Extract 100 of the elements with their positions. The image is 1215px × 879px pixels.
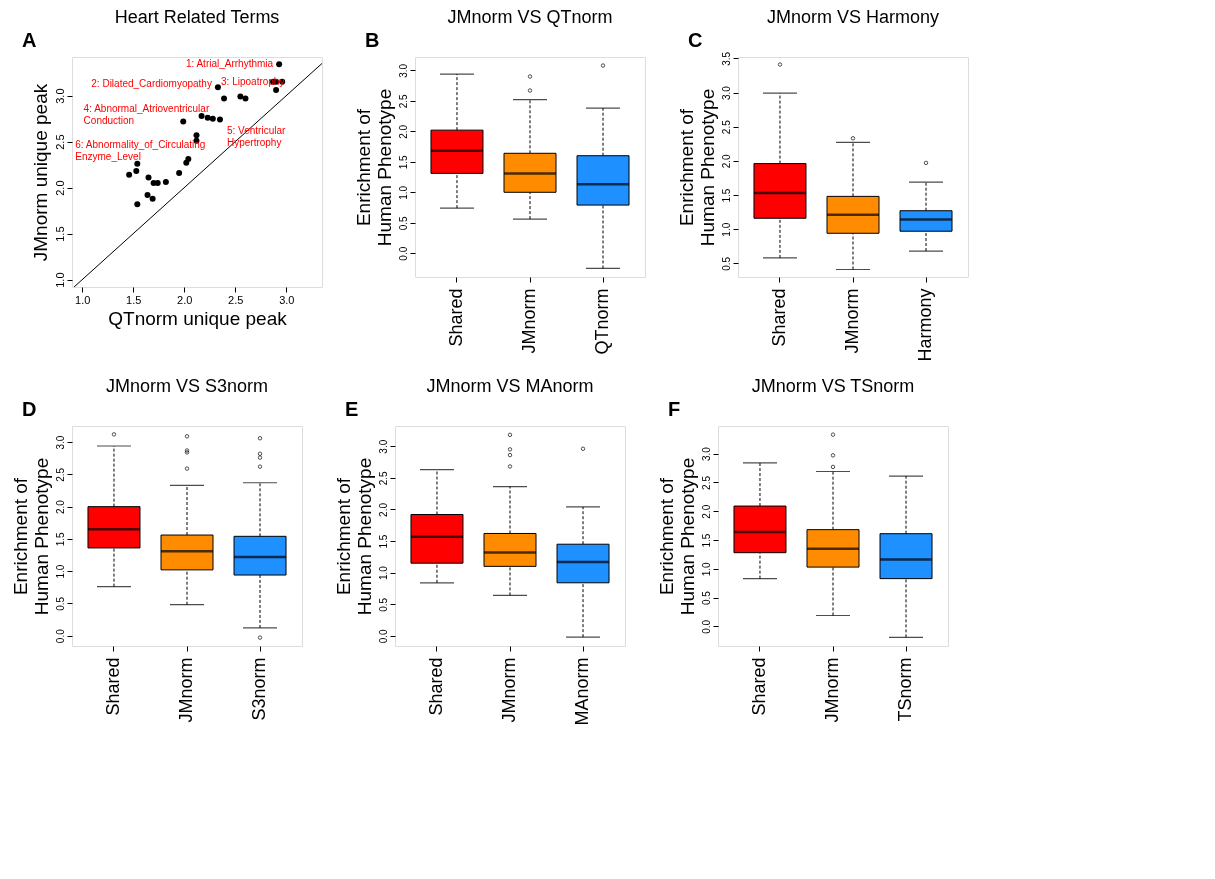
x-tick-label: Harmony <box>915 288 936 362</box>
point <box>154 180 161 187</box>
x-tick-label: S3norm <box>249 657 270 721</box>
point <box>209 115 216 122</box>
x-tick-label: 2.5 <box>228 293 244 306</box>
chart-title: JMnorm VS S3norm <box>105 376 269 396</box>
y-tick-label: 2.5 <box>397 93 409 109</box>
annotation: 1: Atrial_Arrhythmia <box>185 58 274 70</box>
y-axis-title: Enrichment of Human Phenotype <box>352 88 395 247</box>
text: D <box>22 398 37 420</box>
y-tick-label: 0.5 <box>377 597 389 612</box>
x-tick-label: 1.0 <box>75 293 91 306</box>
x-axis-title: QTnorm unique peak <box>108 307 288 329</box>
y-tick-label: 1.0 <box>397 185 409 200</box>
y-axis-title: Enrichment of Human Phenotype <box>655 457 698 616</box>
x-tick-label: JMnorm <box>519 288 539 354</box>
y-tick-label: 2.5 <box>700 475 712 490</box>
x-tick-label: JMnorm <box>499 657 519 723</box>
x-tick-label: JMnorm <box>176 657 196 723</box>
y-tick-label: 2.0 <box>720 153 732 169</box>
x-tick-label: Shared <box>102 657 123 716</box>
point <box>237 93 244 100</box>
y-tick-label: 1.0 <box>720 222 732 237</box>
y-tick-label: 2.5 <box>53 134 66 150</box>
point <box>144 192 151 198</box>
y-tick-label: 3.0 <box>377 439 389 454</box>
y-tick-label: 2.5 <box>720 119 732 135</box>
point <box>126 171 133 178</box>
y-tick-label: 1.5 <box>54 532 66 547</box>
point <box>216 116 223 123</box>
x-tick-label: 3.0 <box>279 293 295 306</box>
y-tick-label: 2.0 <box>54 499 66 515</box>
y-tick-label: 0.5 <box>700 590 712 606</box>
y-tick-label: 0.0 <box>700 619 712 634</box>
x-tick-label: Shared <box>445 288 466 347</box>
chart-title: JMnorm VS Harmony <box>766 7 940 27</box>
annotation: 2: Dilated_Cardiomyopathy <box>91 78 212 90</box>
point <box>133 168 140 175</box>
text: F <box>668 398 681 420</box>
y-axis-title: Enrichment of Human Phenotype <box>332 457 375 616</box>
x-tick-label: MAnorm <box>572 657 593 726</box>
y-tick-label: 1.0 <box>53 272 66 288</box>
x-tick-label: Shared <box>768 288 789 347</box>
point <box>193 132 200 139</box>
point <box>273 87 280 94</box>
y-tick-label: 1.5 <box>700 533 712 548</box>
point <box>204 114 211 121</box>
y-tick-label: 2.0 <box>377 502 389 517</box>
x-tick-label: 2.0 <box>177 293 193 306</box>
y-axis-title: Enrichment of Human Phenotype <box>9 457 52 616</box>
point <box>149 195 156 202</box>
chart-title: JMnorm VS QTnorm <box>447 7 613 27</box>
y-tick-label: 3.0 <box>54 435 66 450</box>
y-tick-label: 0.0 <box>377 629 389 644</box>
x-tick-label: Shared <box>425 657 446 716</box>
chart-title: JMnorm VS TSnorm <box>751 376 915 396</box>
y-tick-label: 1.5 <box>397 154 409 170</box>
point <box>162 179 169 186</box>
y-axis-title: JMnorm unique peak <box>29 83 51 262</box>
text: E <box>345 398 359 420</box>
x-tick-label: JMnorm <box>842 288 862 354</box>
point <box>134 201 141 208</box>
x-tick-label: Shared <box>748 657 769 716</box>
y-tick-label: 2.0 <box>53 180 66 196</box>
point <box>180 118 187 125</box>
y-tick-label: 3.5 <box>720 51 732 66</box>
point <box>221 95 228 102</box>
annotation: 6: Abnormality_of_Circulating Enzyme_Level <box>75 138 206 162</box>
chart-title: Heart Related Terms <box>114 7 280 27</box>
x-tick-label: TSnorm <box>895 657 916 722</box>
point <box>214 84 221 91</box>
y-tick-label: 2.0 <box>397 124 409 139</box>
point <box>276 61 283 68</box>
y-tick-label: 0.0 <box>54 628 66 644</box>
y-tick-label: 0.5 <box>54 596 66 611</box>
x-tick-label: 1.5 <box>126 293 142 306</box>
y-tick-label: 0.0 <box>397 246 409 261</box>
y-tick-label: 3.0 <box>720 85 732 100</box>
y-tick-label: 0.5 <box>720 256 732 271</box>
y-tick-label: 1.0 <box>700 561 712 577</box>
point <box>145 174 152 181</box>
y-axis-title: Enrichment of Human Phenotype <box>675 88 718 247</box>
y-tick-label: 1.5 <box>377 534 389 549</box>
y-tick-label: 2.5 <box>377 470 389 486</box>
point <box>242 95 249 102</box>
point <box>176 169 183 176</box>
y-tick-label: 2.0 <box>700 504 712 519</box>
x-tick-label: QTnorm <box>592 288 613 355</box>
y-tick-label: 0.5 <box>397 215 409 231</box>
y-tick-label: 3.0 <box>397 63 409 78</box>
text: C <box>688 29 703 51</box>
y-tick-label: 1.5 <box>53 226 66 242</box>
y-tick-label: 1.5 <box>720 188 732 203</box>
text: B <box>365 29 380 51</box>
y-tick-label: 3.0 <box>53 88 66 104</box>
chart-title: JMnorm VS MAnorm <box>426 376 594 396</box>
text: A <box>22 29 37 51</box>
annotation: 4: Abnormal_Atrioventricular Conduction <box>83 102 210 126</box>
x-tick-label: JMnorm <box>822 657 842 723</box>
y-tick-label: 1.0 <box>377 565 389 581</box>
